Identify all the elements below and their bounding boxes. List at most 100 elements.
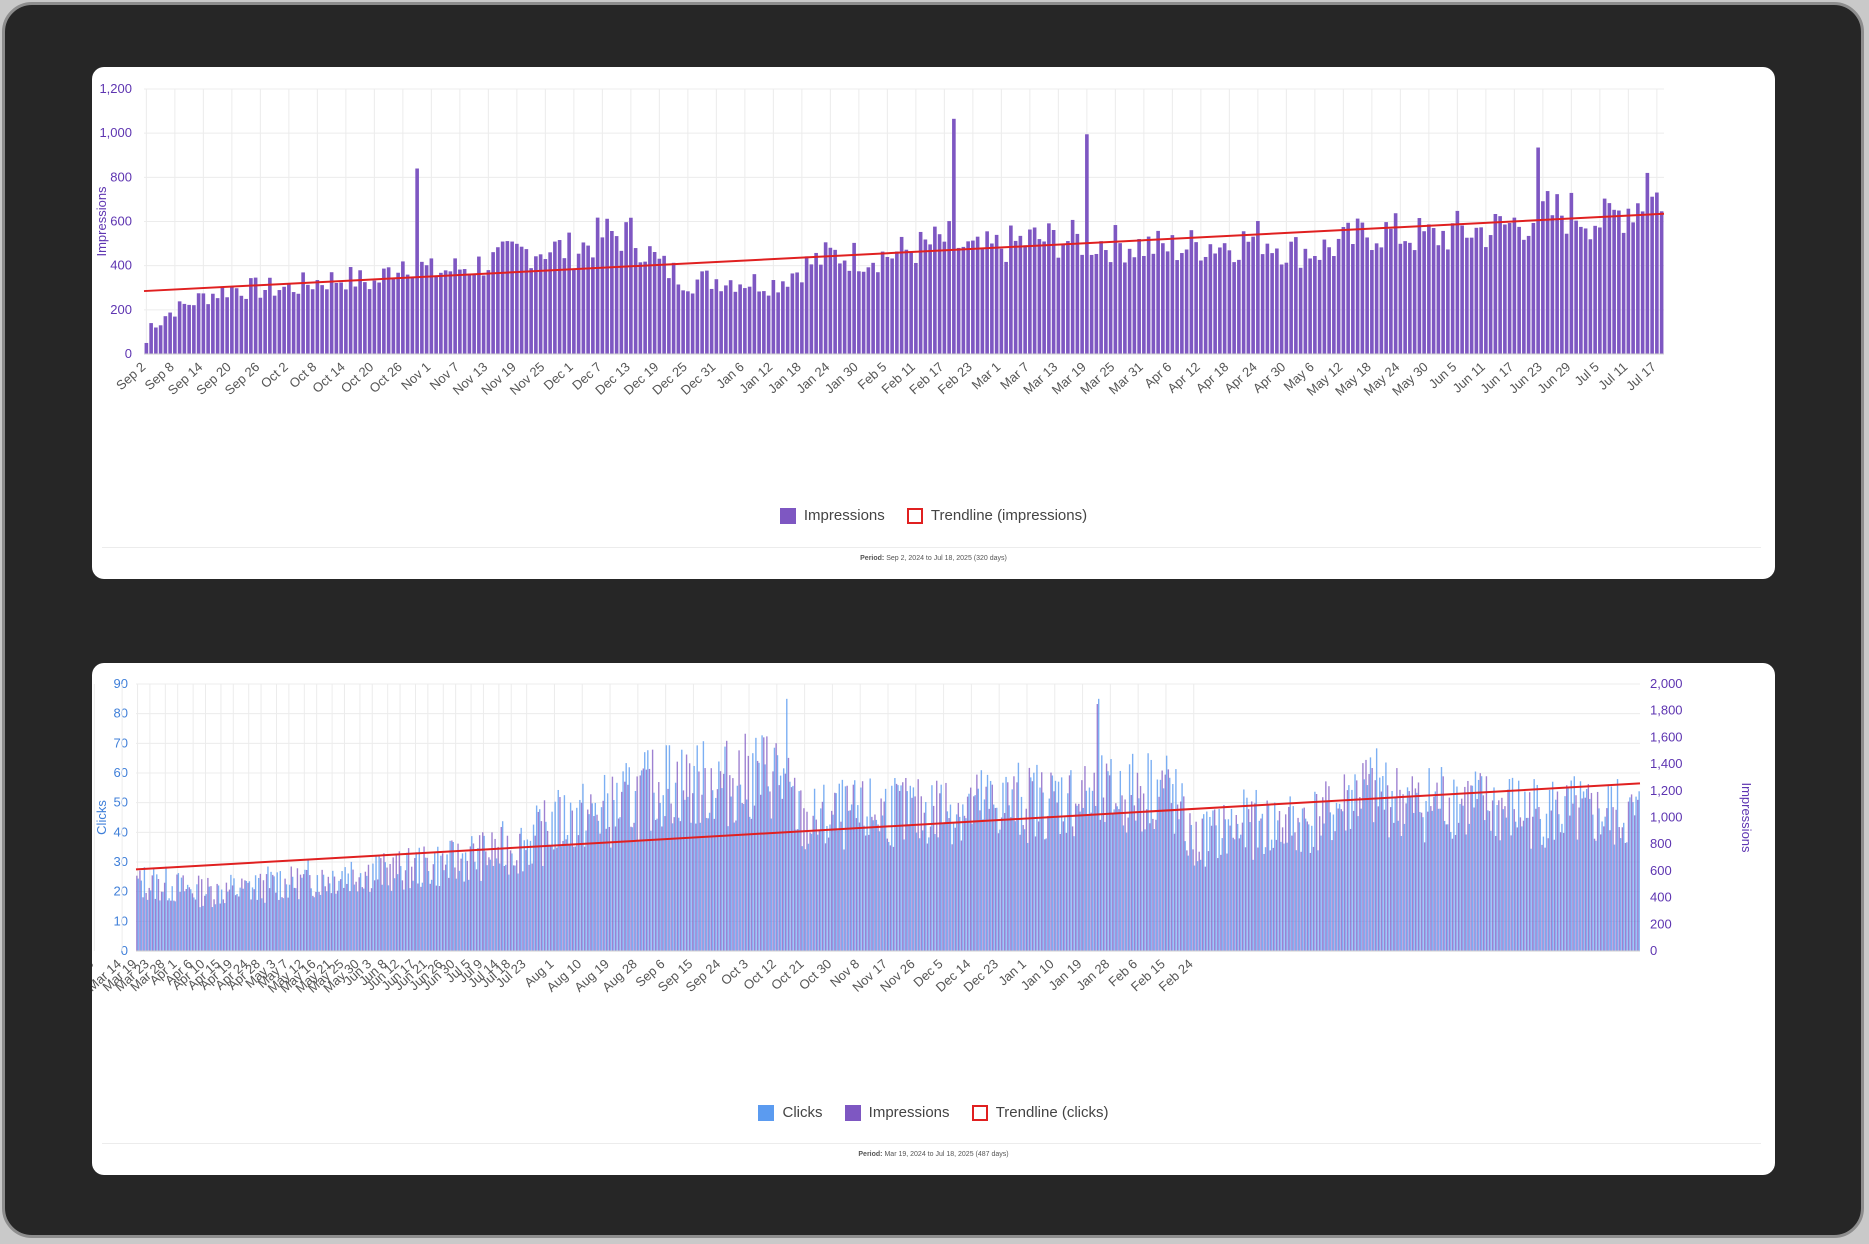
clicks-bar <box>146 899 149 951</box>
clicks-bar <box>622 771 624 951</box>
legend-trendline-clicks[interactable]: Trendline (clicks) <box>971 1104 1109 1121</box>
impressions-bar <box>491 832 493 951</box>
impressions-bar <box>1371 768 1373 951</box>
clicks-bar <box>452 842 454 951</box>
impressions-bar <box>460 858 462 951</box>
impressions-bar <box>291 292 296 354</box>
clicks-bar <box>946 811 949 951</box>
impressions-bar <box>1488 811 1491 951</box>
impressions-bar <box>173 316 177 354</box>
impressions-bar <box>510 241 514 354</box>
impressions-bar <box>899 236 904 354</box>
impressions-bar <box>1386 785 1389 951</box>
impressions-bar <box>1631 222 1635 354</box>
chart2-period-label: Period: <box>858 1151 883 1158</box>
impressions-bar <box>1553 839 1556 951</box>
impressions-bar <box>738 750 740 951</box>
y-tick-label: 200 <box>110 302 132 317</box>
clicks-bar <box>1159 779 1162 951</box>
impressions-bar <box>1315 794 1318 951</box>
clicks-bar <box>505 864 507 951</box>
impressions-bar <box>1275 248 1279 354</box>
impressions-bar <box>1104 250 1108 354</box>
legend-impressions[interactable]: Impressions <box>779 507 885 524</box>
y-tick-label: 800 <box>110 169 132 184</box>
clicks-bar <box>823 784 825 951</box>
clicks-bar <box>1199 859 1202 951</box>
clicks-chart-card: 0 10 20 30 40 50 60 70 80 90 0 200 400 600 800 1,000 1,2… <box>92 663 1775 1175</box>
clicks-bar <box>304 869 306 951</box>
impressions-bar <box>1457 822 1460 951</box>
clicks-bar <box>1379 777 1381 951</box>
impressions-bar <box>392 857 394 951</box>
clicks-bar <box>165 866 167 951</box>
impressions-bar <box>380 858 382 951</box>
legend-clicks[interactable]: Clicks <box>758 1104 822 1121</box>
impressions-bar <box>1161 243 1165 354</box>
clicks-bar <box>471 836 473 951</box>
x-tick-label: Oct 30 <box>796 956 834 993</box>
clicks-bar <box>1545 813 1548 951</box>
impressions-bar <box>1269 850 1271 951</box>
clicks-bar <box>1453 779 1455 951</box>
impressions-bar <box>1467 780 1469 951</box>
impressions-bar <box>1612 807 1614 951</box>
clicks-bar <box>820 808 822 951</box>
impressions-bar <box>1306 821 1309 951</box>
x-tick-label: Apr 30 <box>1250 359 1289 396</box>
impressions-bar <box>1349 828 1352 951</box>
clicks-bar <box>576 807 578 951</box>
impressions-bar <box>281 897 283 951</box>
impressions-bar <box>543 259 548 354</box>
impressions-bar <box>602 800 604 951</box>
impressions-bar <box>1226 853 1228 951</box>
clicks-bar <box>1555 799 1557 951</box>
clicks-bar <box>1351 789 1353 951</box>
impressions-bar <box>797 829 799 951</box>
impressions-bar <box>997 833 1000 951</box>
impressions-bar <box>744 733 746 951</box>
legend-trendline-clicks-swatch <box>971 1104 988 1121</box>
impressions-bar <box>522 871 524 951</box>
clicks-bar <box>684 799 686 951</box>
impressions-bar <box>991 784 994 951</box>
clicks-bar <box>319 894 322 951</box>
clicks-bar <box>786 698 788 951</box>
clicks-bar <box>1218 809 1220 951</box>
impressions-bar <box>611 776 614 951</box>
clicks-bar <box>403 889 405 951</box>
clicks-bar <box>959 816 961 951</box>
clicks-bar <box>588 814 590 951</box>
impressions-bar <box>216 883 218 951</box>
impressions-bar <box>1461 798 1463 951</box>
clicks-bar <box>1607 784 1609 951</box>
impressions-bar <box>241 878 243 951</box>
impressions-bar <box>1562 832 1565 951</box>
impressions-bar <box>1334 831 1336 951</box>
clicks-bar <box>869 778 871 951</box>
impressions-bar <box>1465 237 1469 354</box>
clicks-bar <box>847 810 850 951</box>
impressions-bar <box>187 304 191 354</box>
y-tick-label: 0 <box>125 346 132 361</box>
impressions-bar <box>1105 763 1108 951</box>
impressions-bar <box>1544 847 1546 951</box>
impressions-bar <box>1584 797 1586 951</box>
clicks-bar <box>316 875 319 951</box>
clicks-bar <box>532 824 535 951</box>
impressions-bar <box>1488 235 1493 354</box>
clicks-bar <box>631 827 634 951</box>
impressions-bar <box>667 278 671 354</box>
legend-trendline-impressions[interactable]: Trendline (impressions) <box>906 507 1087 524</box>
impressions-bar <box>1232 262 1236 354</box>
clicks-bar <box>745 799 748 951</box>
clicks-bar <box>569 802 572 951</box>
impressions-bar <box>685 754 688 951</box>
impressions-bar <box>287 897 289 951</box>
clicks-bar <box>511 853 513 951</box>
clicks-bar <box>1493 787 1495 951</box>
legend-impressions-2[interactable]: Impressions <box>844 1104 950 1121</box>
clicks-bar <box>591 803 593 951</box>
impressions-bar <box>982 819 984 951</box>
impressions-bar <box>333 876 336 951</box>
